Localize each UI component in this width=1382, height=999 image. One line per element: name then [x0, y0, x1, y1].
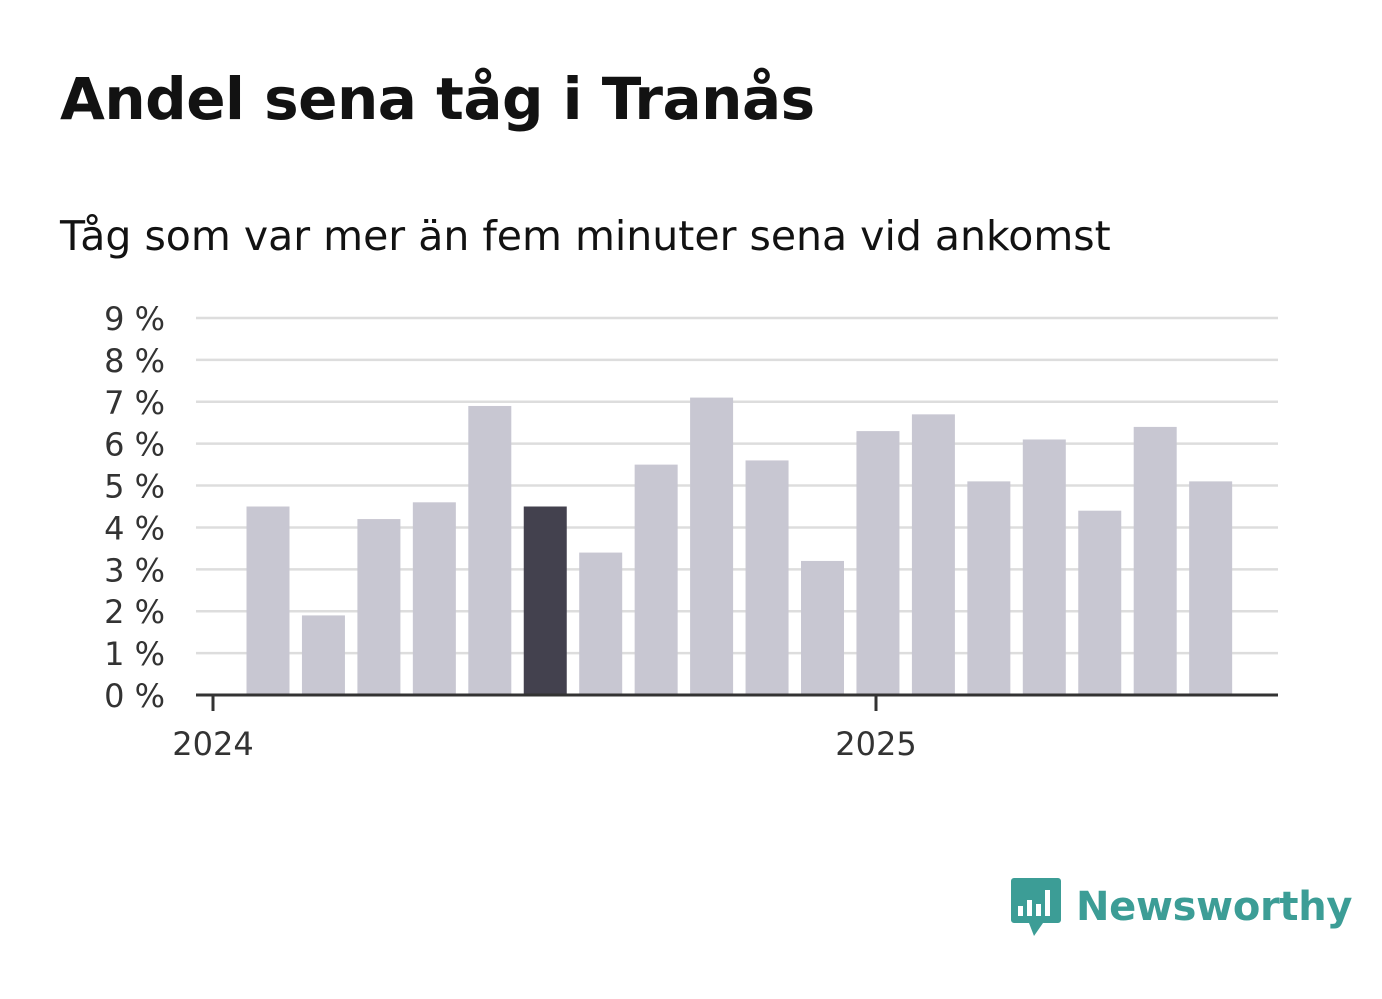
- bar: [579, 552, 623, 695]
- y-tick-label: 0 %: [104, 677, 165, 715]
- bar: [1189, 481, 1233, 695]
- bar: [523, 506, 567, 695]
- bar: [468, 405, 512, 695]
- bar: [1022, 439, 1066, 695]
- y-tick-label: 4 %: [104, 509, 165, 547]
- newsworthy-logo: Newsworthy: [1010, 876, 1353, 938]
- bar: [745, 460, 789, 695]
- y-tick-label: 7 %: [104, 384, 165, 422]
- bar: [801, 560, 844, 695]
- y-tick-label: 3 %: [104, 551, 165, 589]
- y-tick-label: 2 %: [104, 593, 165, 631]
- x-tick-label: 2025: [835, 725, 916, 763]
- y-tick-label: 6 %: [104, 426, 165, 464]
- bar-chart-speech-bubble-icon: [1011, 878, 1061, 936]
- chart-title: Andel sena tåg i Tranås: [60, 65, 815, 133]
- bar: [1133, 426, 1177, 695]
- x-tick-label: 2024: [172, 725, 253, 763]
- bar: [634, 464, 678, 695]
- bar: [856, 431, 900, 695]
- y-tick-label: 1 %: [104, 635, 165, 673]
- bar: [412, 502, 456, 695]
- y-tick-label: 5 %: [104, 468, 165, 506]
- bar: [301, 615, 345, 695]
- bar: [690, 397, 734, 695]
- bar: [911, 414, 955, 695]
- logo-wordmark: Newsworthy: [1076, 884, 1353, 930]
- bar: [357, 519, 401, 695]
- bar: [967, 481, 1011, 695]
- y-tick-label: 9 %: [104, 300, 165, 338]
- bar: [246, 506, 290, 695]
- bar: [1078, 510, 1122, 695]
- chart-subtitle: Tåg som var mer än fem minuter sena vid …: [60, 212, 1111, 260]
- y-tick-label: 8 %: [104, 342, 165, 380]
